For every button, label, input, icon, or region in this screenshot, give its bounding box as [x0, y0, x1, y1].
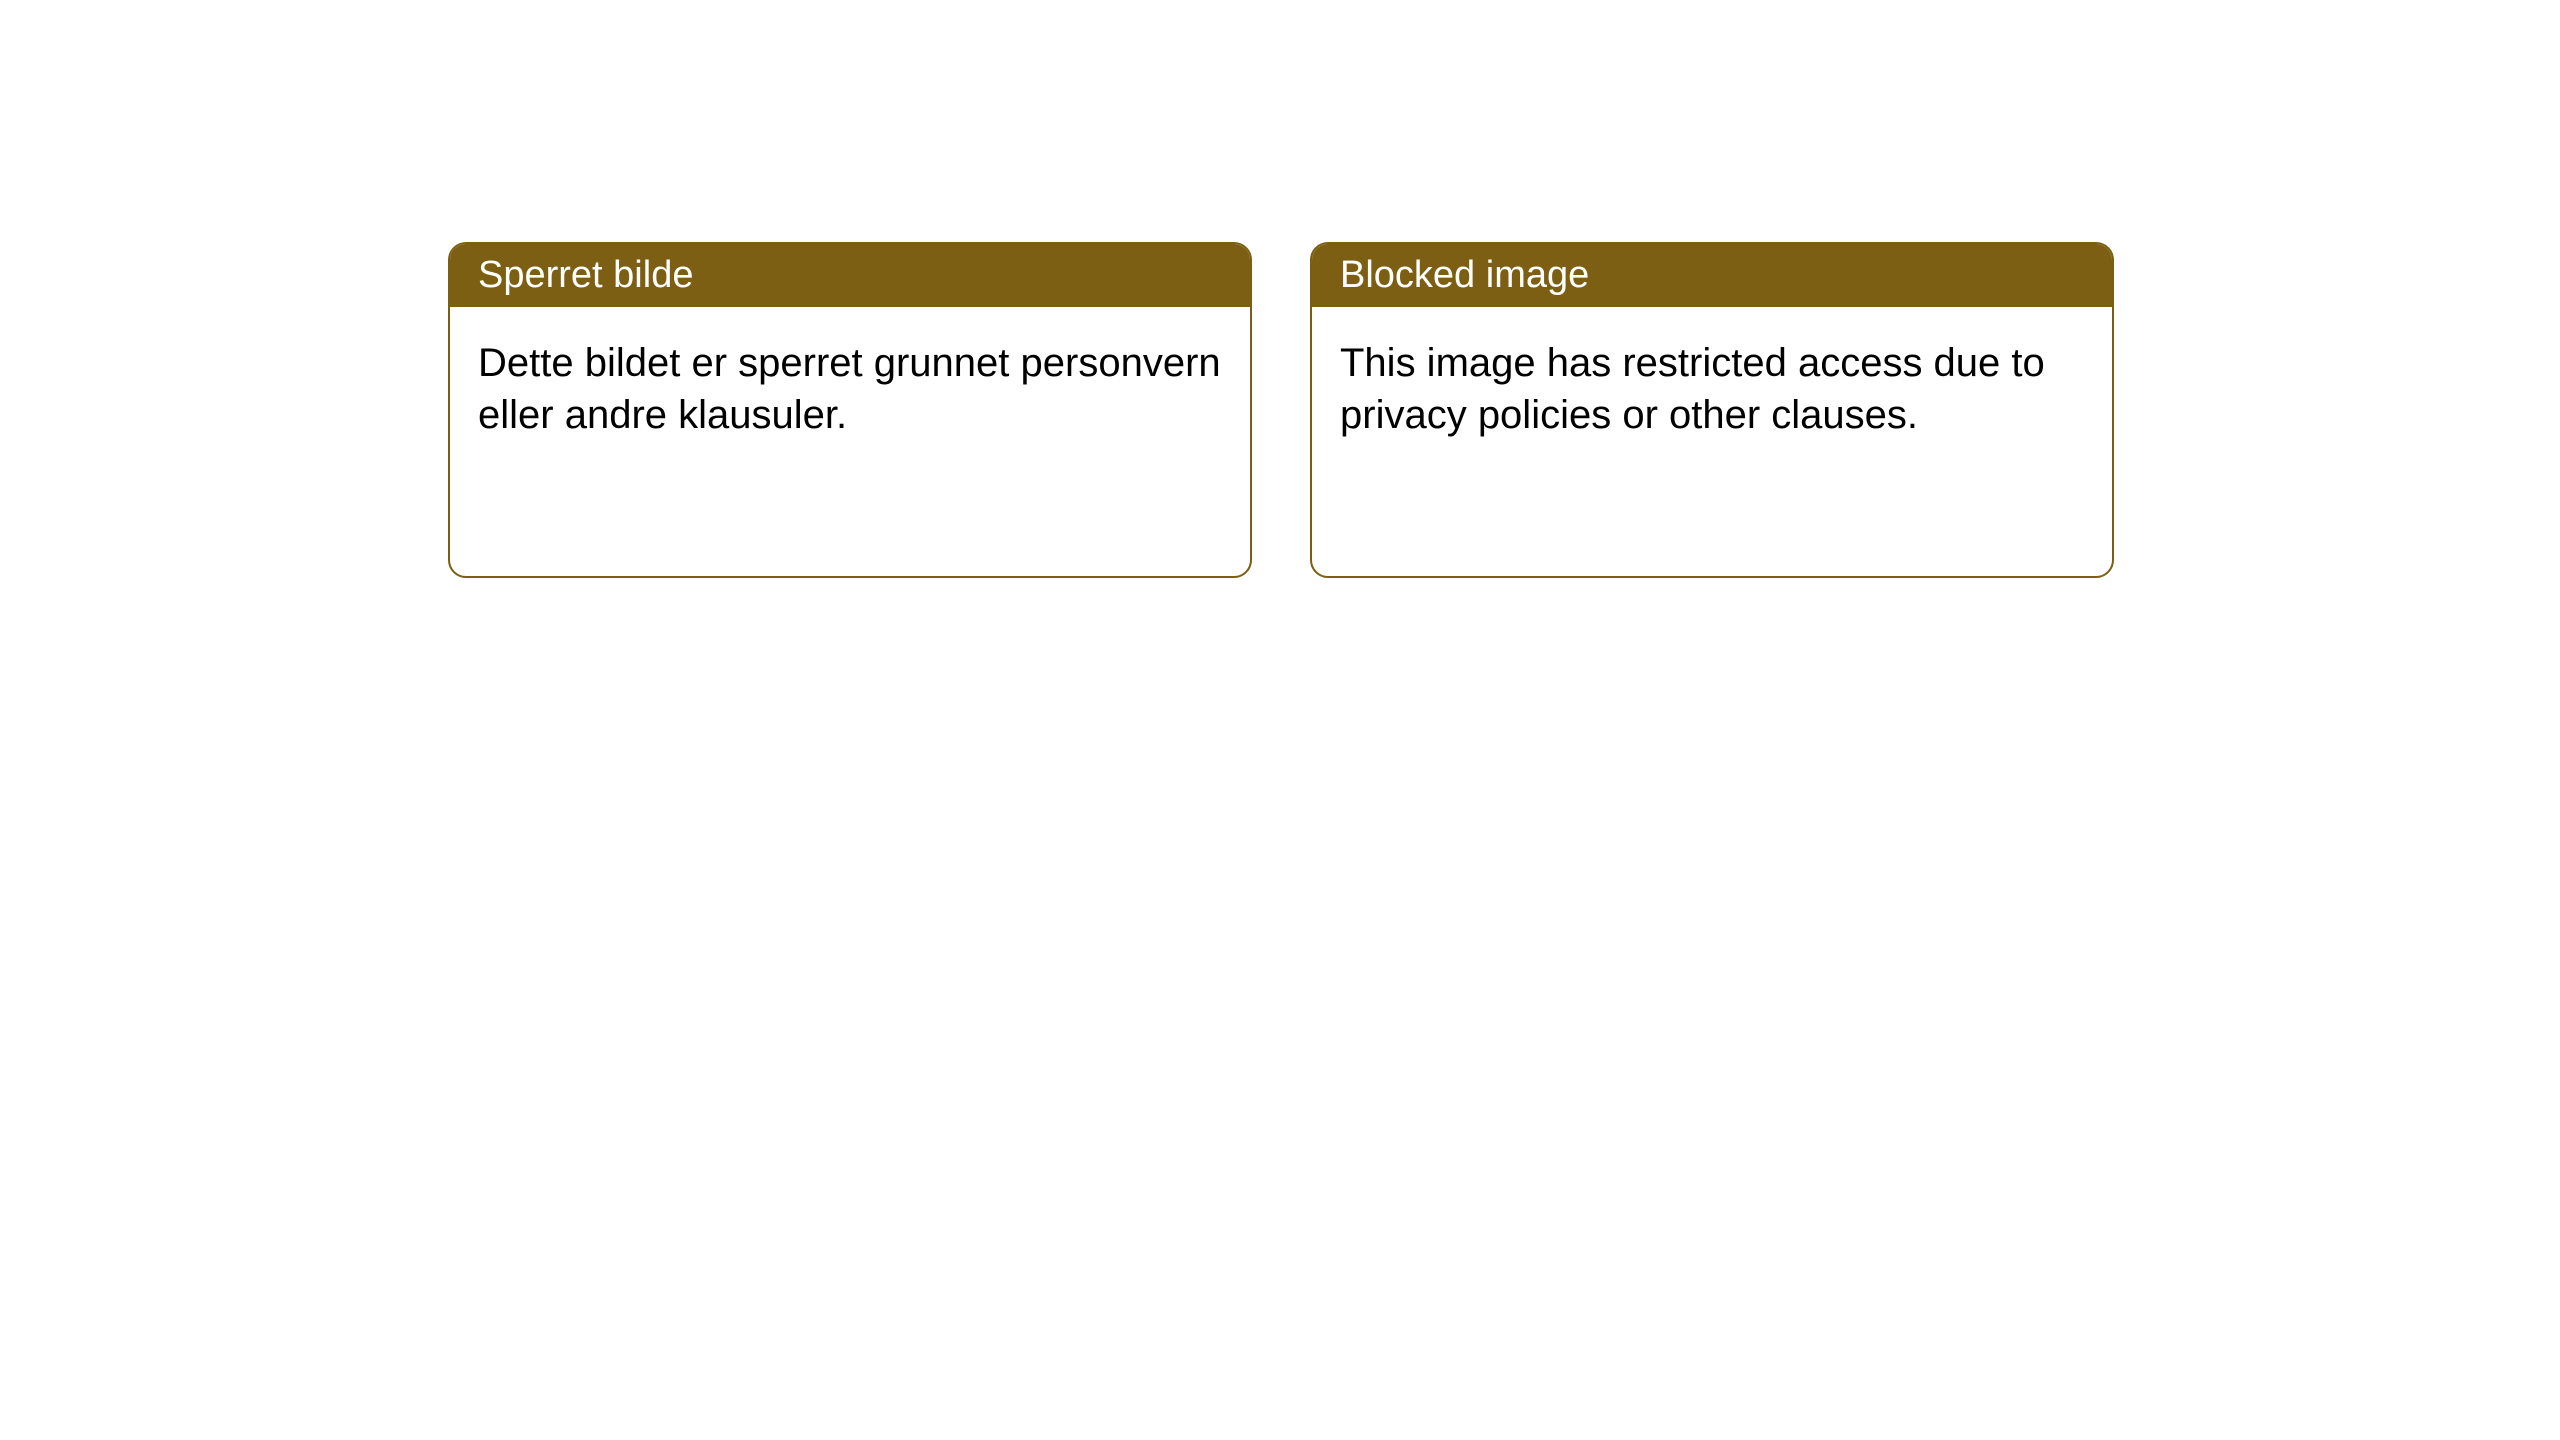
notice-body: This image has restricted access due to … [1312, 307, 2112, 471]
notice-header: Sperret bilde [450, 244, 1250, 307]
notice-card-english: Blocked image This image has restricted … [1310, 242, 2114, 578]
notice-body: Dette bildet er sperret grunnet personve… [450, 307, 1250, 471]
notice-container: Sperret bilde Dette bildet er sperret gr… [448, 242, 2114, 578]
notice-header: Blocked image [1312, 244, 2112, 307]
notice-card-norwegian: Sperret bilde Dette bildet er sperret gr… [448, 242, 1252, 578]
